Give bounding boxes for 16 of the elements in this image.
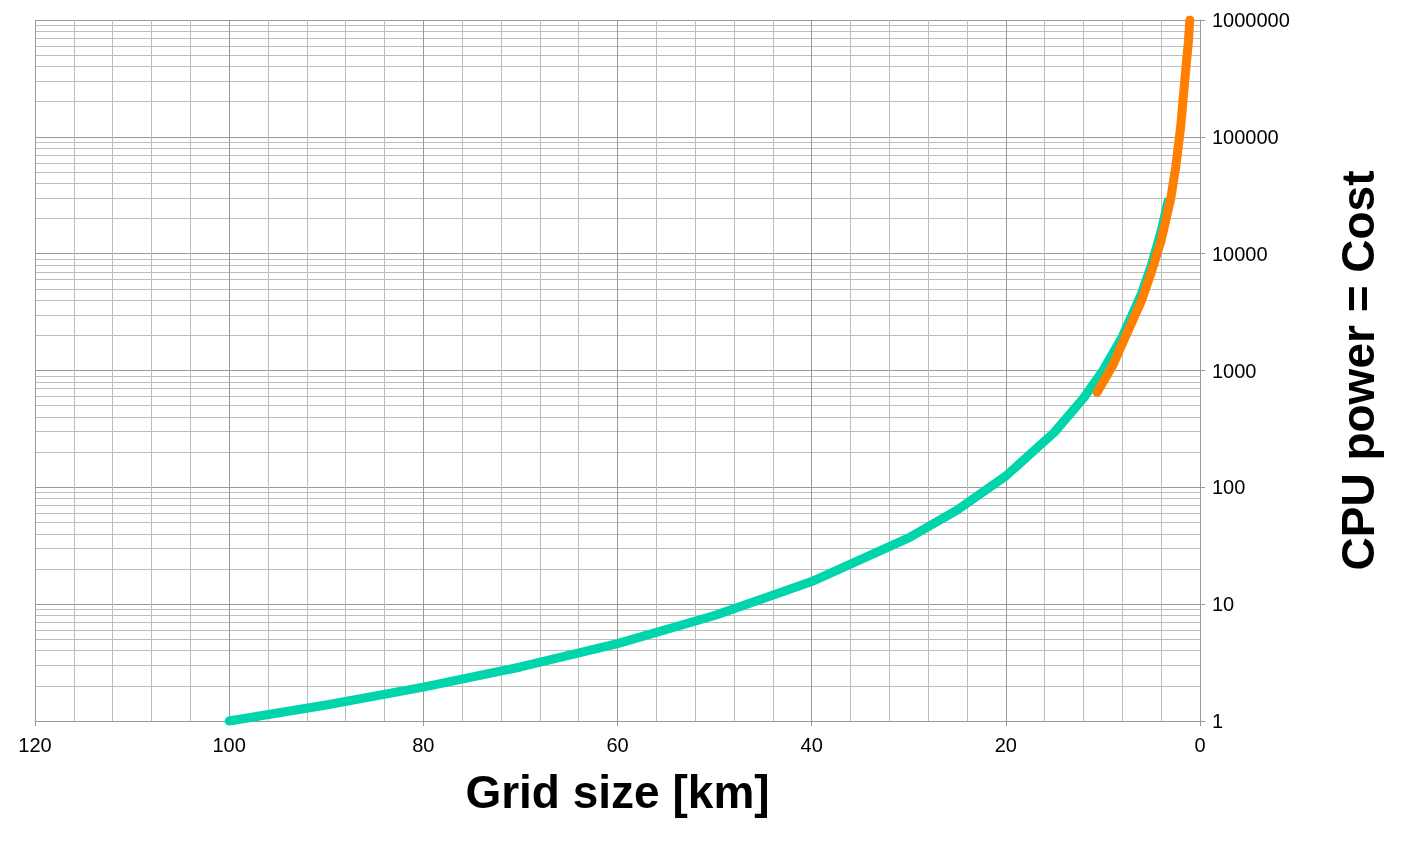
x-tick-label: 60: [606, 734, 629, 756]
y-tick-label: 100: [1212, 476, 1246, 499]
y-tick-label: 1000: [1212, 359, 1257, 382]
y-tick-label: 10: [1212, 593, 1235, 616]
y-tick-label: 1: [1212, 710, 1224, 732]
x-tick-label: 40: [800, 734, 823, 756]
x-tick-label: 100: [212, 734, 246, 756]
y-axis-title: CPU power = Cost: [1332, 170, 1384, 571]
x-tick-label: 20: [994, 734, 1017, 756]
y-tick-label: 1000000: [1212, 9, 1290, 31]
y-tick-label: 10000: [1212, 242, 1268, 265]
y-tick-label: 100000: [1212, 125, 1279, 148]
x-tick-label: 80: [412, 734, 435, 756]
x-tick-label: 0: [1194, 734, 1206, 756]
x-tick-label: 120: [18, 734, 52, 756]
x-axis-title: Grid size [km]: [465, 766, 770, 818]
